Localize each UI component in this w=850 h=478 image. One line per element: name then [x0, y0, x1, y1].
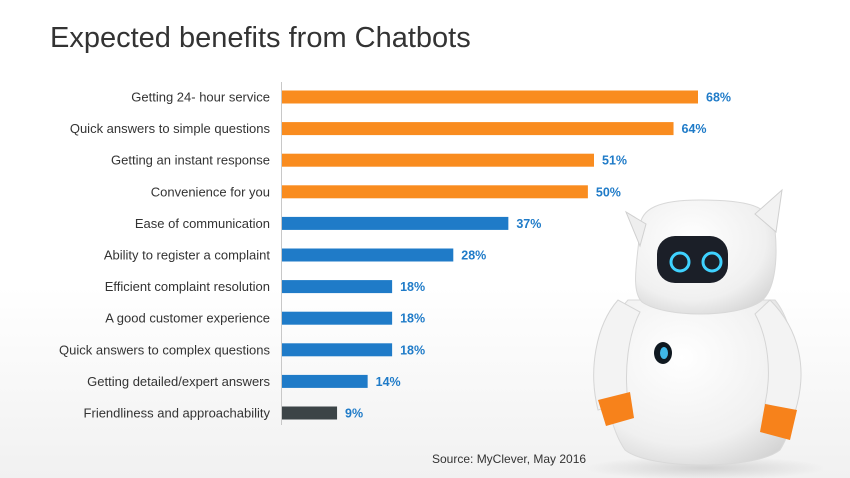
category-label: A good customer experience: [105, 311, 270, 326]
value-label: 51%: [602, 154, 627, 168]
category-label: Friendliness and approachability: [84, 406, 271, 421]
robot-right-hand: [760, 404, 797, 440]
category-label: Getting detailed/expert answers: [87, 374, 270, 389]
value-label: 37%: [516, 217, 541, 231]
bar: [282, 374, 368, 388]
robot-right-ear: [754, 188, 783, 233]
robot-right-eye: [701, 251, 723, 273]
category-label: Ease of communication: [135, 216, 270, 231]
category-label: Ability to register a complaint: [104, 248, 271, 263]
robot-left-hand: [598, 392, 634, 426]
value-label: 28%: [461, 249, 486, 263]
bar: [282, 248, 454, 262]
value-label: 18%: [400, 280, 425, 294]
bar: [282, 216, 509, 230]
category-label: Getting 24- hour service: [131, 90, 270, 105]
bar: [282, 153, 594, 167]
category-label: Quick answers to simple questions: [70, 121, 271, 136]
category-label: Efficient complaint resolution: [105, 279, 270, 294]
value-label: 18%: [400, 343, 425, 357]
robot-chest-light-glow: [660, 347, 668, 359]
category-label: Convenience for you: [151, 184, 270, 199]
bar: [282, 185, 588, 199]
robot-shadow: [585, 456, 825, 478]
bar: [282, 343, 393, 357]
source-note: Source: MyClever, May 2016: [432, 452, 587, 466]
category-label: Getting an instant response: [111, 153, 270, 168]
value-label: 18%: [400, 312, 425, 326]
value-label: 64%: [682, 122, 707, 136]
value-label: 50%: [596, 185, 621, 199]
category-label: Quick answers to complex questions: [59, 342, 270, 357]
robot-left-ear: [624, 210, 647, 248]
bar: [282, 122, 674, 136]
value-label: 68%: [706, 91, 731, 105]
robot-left-eye: [669, 251, 691, 273]
robot-face-visor: [657, 236, 728, 283]
value-label: 14%: [376, 375, 401, 389]
bar: [282, 406, 338, 420]
value-label: 9%: [345, 407, 363, 421]
bar: [282, 280, 393, 294]
bar: [282, 90, 698, 104]
bar: [282, 311, 393, 325]
chart-title: Expected benefits from Chatbots: [50, 22, 471, 54]
